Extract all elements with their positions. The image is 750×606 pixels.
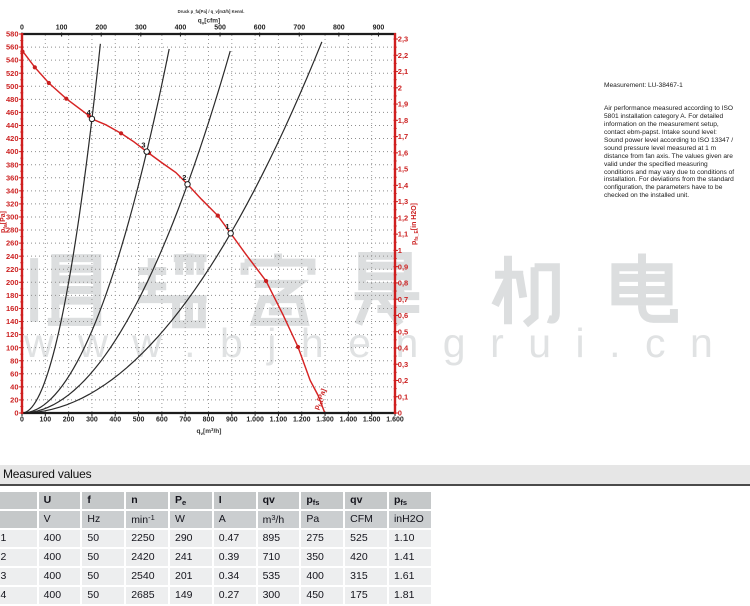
svg-text:300: 300	[86, 417, 98, 424]
svg-text:1.600: 1.600	[386, 417, 404, 424]
svg-text:360: 360	[6, 173, 19, 182]
svg-text:480: 480	[6, 95, 19, 104]
svg-text:1.000: 1.000	[246, 417, 264, 424]
svg-text:1.400: 1.400	[340, 417, 358, 424]
svg-text:1,8: 1,8	[398, 116, 408, 125]
svg-text:pfs_E[in H2O]: pfs_E[in H2O]	[411, 203, 420, 245]
svg-text:80: 80	[10, 356, 18, 365]
svg-text:500: 500	[214, 25, 226, 32]
svg-text:160: 160	[6, 304, 19, 313]
svg-text:420: 420	[6, 134, 19, 143]
svg-text:300: 300	[6, 213, 19, 222]
svg-text:40: 40	[10, 382, 18, 391]
svg-text:1,3: 1,3	[398, 197, 408, 206]
svg-text:qv[m3/h]: qv[m3/h]	[197, 427, 222, 436]
svg-text:200: 200	[63, 417, 75, 424]
svg-text:100: 100	[6, 343, 19, 352]
svg-text:540: 540	[6, 56, 19, 65]
svg-text:380: 380	[6, 160, 19, 169]
svg-text:1,6: 1,6	[398, 148, 408, 157]
svg-text:100: 100	[39, 417, 51, 424]
svg-text:300: 300	[135, 25, 147, 32]
svg-text:1,9: 1,9	[398, 100, 408, 109]
svg-text:700: 700	[293, 25, 305, 32]
svg-text:520: 520	[6, 69, 19, 78]
svg-text:2: 2	[182, 173, 186, 182]
svg-text:100: 100	[56, 25, 68, 32]
svg-text:440: 440	[6, 121, 19, 130]
svg-text:3: 3	[141, 140, 145, 149]
svg-text:0,1: 0,1	[398, 392, 408, 401]
svg-text:0: 0	[20, 25, 24, 32]
svg-text:800: 800	[333, 25, 345, 32]
svg-text:1: 1	[225, 222, 229, 231]
svg-text:0: 0	[398, 409, 402, 418]
svg-text:800: 800	[203, 417, 215, 424]
svg-text:900: 900	[373, 25, 385, 32]
svg-text:0: 0	[20, 417, 24, 424]
svg-text:400: 400	[109, 417, 121, 424]
svg-text:20: 20	[10, 396, 18, 405]
svg-text:0,3: 0,3	[398, 360, 408, 369]
svg-text:340: 340	[6, 186, 19, 195]
svg-text:Druck p_fa[Pa] / q_v[m3/h] Ken: Druck p_fa[Pa] / q_v[m3/h] Kennl.	[178, 9, 245, 14]
svg-text:1: 1	[398, 246, 402, 255]
svg-text:0,4: 0,4	[398, 344, 409, 353]
svg-text:0,6: 0,6	[398, 311, 408, 320]
svg-text:2,1: 2,1	[398, 67, 408, 76]
svg-text:200: 200	[95, 25, 107, 32]
svg-text:0: 0	[14, 409, 18, 418]
svg-text:qv[cfm]: qv[cfm]	[198, 18, 220, 26]
svg-text:260: 260	[6, 239, 19, 248]
svg-text:1,4: 1,4	[398, 181, 409, 190]
svg-text:560: 560	[6, 43, 19, 52]
svg-text:1.500: 1.500	[363, 417, 381, 424]
svg-text:60: 60	[10, 369, 18, 378]
svg-text:280: 280	[6, 226, 19, 235]
svg-text:0,5: 0,5	[398, 327, 408, 336]
svg-text:500: 500	[133, 417, 145, 424]
svg-text:1,7: 1,7	[398, 132, 408, 141]
svg-text:2: 2	[398, 83, 402, 92]
svg-text:600: 600	[156, 417, 168, 424]
svg-text:pfa[Pa]: pfa[Pa]	[0, 211, 9, 233]
svg-text:180: 180	[6, 291, 19, 300]
svg-text:220: 220	[6, 265, 19, 274]
svg-text:400: 400	[6, 147, 19, 156]
svg-text:240: 240	[6, 252, 19, 261]
svg-text:1.300: 1.300	[316, 417, 334, 424]
svg-text:2,2: 2,2	[398, 51, 408, 60]
svg-text:1.100: 1.100	[270, 417, 288, 424]
svg-text:500: 500	[6, 82, 19, 91]
svg-text:0,7: 0,7	[398, 295, 408, 304]
svg-text:4: 4	[87, 108, 92, 117]
svg-text:900: 900	[226, 417, 238, 424]
svg-text:1,2: 1,2	[398, 213, 408, 222]
svg-text:460: 460	[6, 108, 19, 117]
svg-text:1,5: 1,5	[398, 165, 408, 174]
svg-text:2,3: 2,3	[398, 35, 408, 44]
svg-text:1.200: 1.200	[293, 417, 311, 424]
svg-text:700: 700	[179, 417, 191, 424]
svg-text:1,1: 1,1	[398, 230, 408, 239]
svg-text:0,9: 0,9	[398, 262, 408, 271]
svg-text:120: 120	[6, 330, 19, 339]
svg-text:0,2: 0,2	[398, 376, 408, 385]
svg-text:580: 580	[6, 30, 19, 39]
svg-text:140: 140	[6, 317, 19, 326]
svg-text:600: 600	[254, 25, 266, 32]
svg-text:400: 400	[175, 25, 187, 32]
svg-text:0,8: 0,8	[398, 279, 408, 288]
svg-text:320: 320	[6, 200, 19, 209]
svg-text:200: 200	[6, 278, 19, 287]
